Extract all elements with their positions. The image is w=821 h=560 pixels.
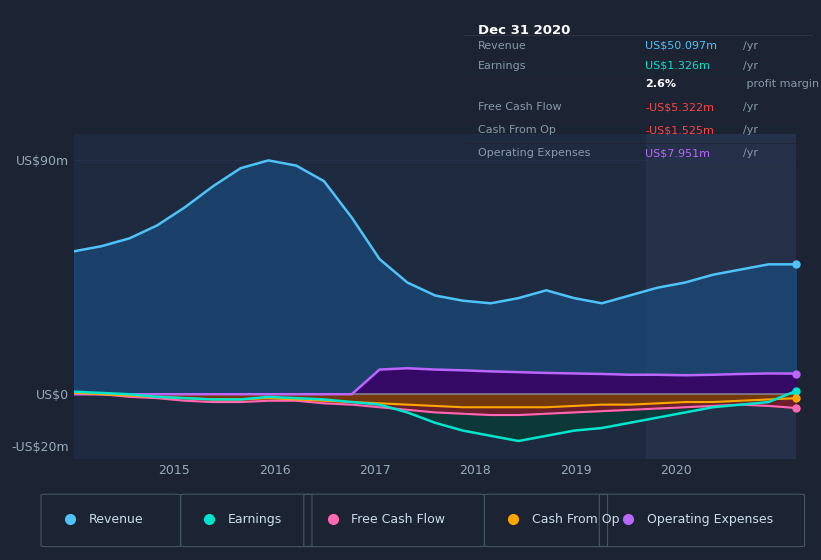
Text: Cash From Op: Cash From Op — [532, 513, 620, 526]
Text: Revenue: Revenue — [478, 41, 526, 51]
Text: Cash From Op: Cash From Op — [478, 125, 556, 135]
Text: Free Cash Flow: Free Cash Flow — [478, 102, 562, 112]
Text: Operating Expenses: Operating Expenses — [478, 148, 590, 158]
Text: Earnings: Earnings — [228, 513, 282, 526]
Text: US$1.326m: US$1.326m — [645, 60, 710, 71]
Text: -US$5.322m: -US$5.322m — [645, 102, 714, 112]
Text: US$50.097m: US$50.097m — [645, 41, 718, 51]
Text: -US$1.525m: -US$1.525m — [645, 125, 714, 135]
Text: US$7.951m: US$7.951m — [645, 148, 710, 158]
Bar — [646, 134, 796, 459]
Text: /yr: /yr — [743, 102, 758, 112]
Text: /yr: /yr — [743, 41, 758, 51]
Text: /yr: /yr — [743, 125, 758, 135]
Text: Free Cash Flow: Free Cash Flow — [351, 513, 445, 526]
Text: Dec 31 2020: Dec 31 2020 — [478, 25, 571, 38]
Text: Earnings: Earnings — [478, 60, 526, 71]
Text: /yr: /yr — [743, 60, 758, 71]
Text: Revenue: Revenue — [89, 513, 144, 526]
Text: profit margin: profit margin — [743, 79, 819, 89]
Text: Operating Expenses: Operating Expenses — [647, 513, 773, 526]
Text: 2.6%: 2.6% — [645, 79, 677, 89]
Text: /yr: /yr — [743, 148, 758, 158]
